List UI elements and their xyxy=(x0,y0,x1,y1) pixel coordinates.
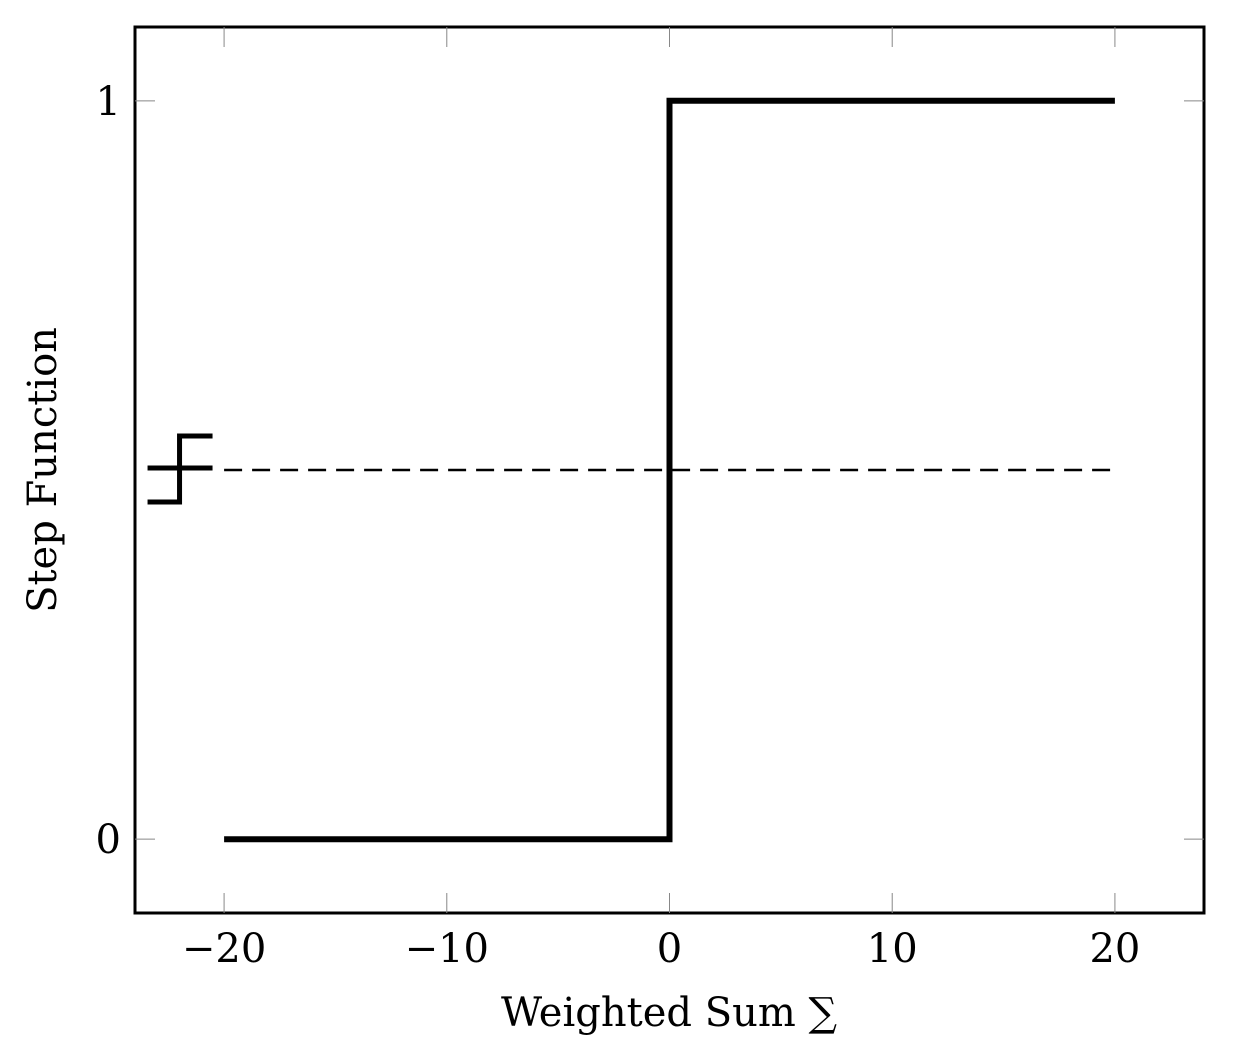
annotation-layer xyxy=(147,433,213,505)
step-glyph-icon xyxy=(147,433,213,505)
x-tick-label: −10 xyxy=(405,926,489,972)
x-tick-label: −20 xyxy=(182,926,266,972)
y-tick-label: 0 xyxy=(96,817,121,863)
x-axis-label: Weighted Sum ∑ xyxy=(501,990,838,1036)
x-tick-label: 20 xyxy=(1089,926,1140,972)
y-axis-label: Step Function xyxy=(20,327,66,613)
y-tick-labels: 01 xyxy=(96,79,121,863)
y-tick-label: 1 xyxy=(96,79,121,125)
series-layer xyxy=(224,97,1115,843)
axis-ticks xyxy=(135,27,1204,913)
x-tick-labels: −20 −10 0 10 20 xyxy=(182,926,1140,972)
step-function-line xyxy=(224,97,1115,843)
x-tick-label: 0 xyxy=(657,926,682,972)
x-tick-label: 10 xyxy=(867,926,918,972)
